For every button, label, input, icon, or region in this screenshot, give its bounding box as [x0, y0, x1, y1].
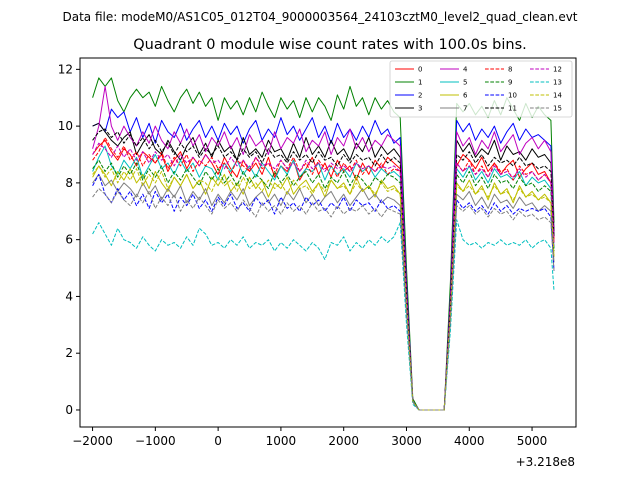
- x-tick-label: 4000: [454, 434, 485, 448]
- series-line-9: [92, 159, 555, 411]
- legend-label-13: 13: [553, 79, 562, 87]
- y-tick-label: 4: [65, 289, 73, 303]
- series-line-13: [92, 219, 555, 411]
- series-line-14: [92, 165, 555, 411]
- series-line-0: [92, 139, 555, 411]
- x-tick-label: −2000: [72, 434, 113, 448]
- legend-box: [389, 60, 573, 118]
- legend-label-3: 3: [418, 105, 422, 113]
- legend-label-1: 1: [418, 79, 422, 87]
- series-line-1: [92, 77, 555, 411]
- y-tick-label: 8: [65, 176, 73, 190]
- legend-label-8: 8: [508, 66, 512, 74]
- y-axis: 0 2 4 6 8 10 12: [58, 62, 80, 417]
- series-line-8: [92, 137, 555, 411]
- x-axis: −2000 −1000 0 1000 2000 3000 4000 5000: [72, 427, 547, 448]
- series-line-7: [92, 173, 555, 411]
- x-tick-label: 1000: [266, 434, 297, 448]
- plot-frame: [79, 57, 577, 428]
- y-tick-label: 6: [65, 233, 73, 247]
- legend-label-7: 7: [463, 105, 467, 113]
- series-line-12: [92, 142, 555, 411]
- legend-label-11: 11: [508, 105, 517, 113]
- y-tick-label: 12: [58, 62, 73, 76]
- series-line-10: [92, 173, 555, 411]
- x-offset-label: +3.218e8: [516, 455, 575, 469]
- x-tick-label: 3000: [391, 434, 422, 448]
- chart-title: Quadrant 0 module wise count rates with …: [133, 37, 527, 53]
- legend-label-5: 5: [463, 79, 467, 87]
- y-tick-label: 0: [65, 403, 73, 417]
- x-tick-label: 2000: [328, 434, 359, 448]
- legend-label-4: 4: [463, 66, 468, 74]
- x-tick-label: 5000: [517, 434, 548, 448]
- legend-label-14: 14: [553, 92, 562, 100]
- series-line-11: [92, 128, 555, 411]
- legend-label-12: 12: [553, 66, 562, 74]
- y-tick-label: 10: [58, 119, 73, 133]
- series-line-4: [92, 85, 555, 411]
- legend-label-2: 2: [418, 92, 422, 100]
- series-layer: [92, 77, 555, 411]
- y-tick-label: 2: [65, 346, 73, 360]
- series-line-2: [92, 108, 555, 411]
- x-tick-label: −1000: [135, 434, 176, 448]
- legend-label-9: 9: [508, 79, 512, 87]
- figure-suptitle: Data file: modeM0/AS1C05_012T04_90000035…: [62, 10, 577, 24]
- series-line-5: [92, 145, 555, 411]
- legend-label-0: 0: [418, 66, 422, 74]
- legend-label-6: 6: [463, 92, 468, 100]
- legend-label-10: 10: [508, 92, 517, 100]
- series-line-15: [92, 188, 555, 411]
- x-tick-label: 0: [214, 434, 222, 448]
- legend-label-15: 15: [553, 105, 562, 113]
